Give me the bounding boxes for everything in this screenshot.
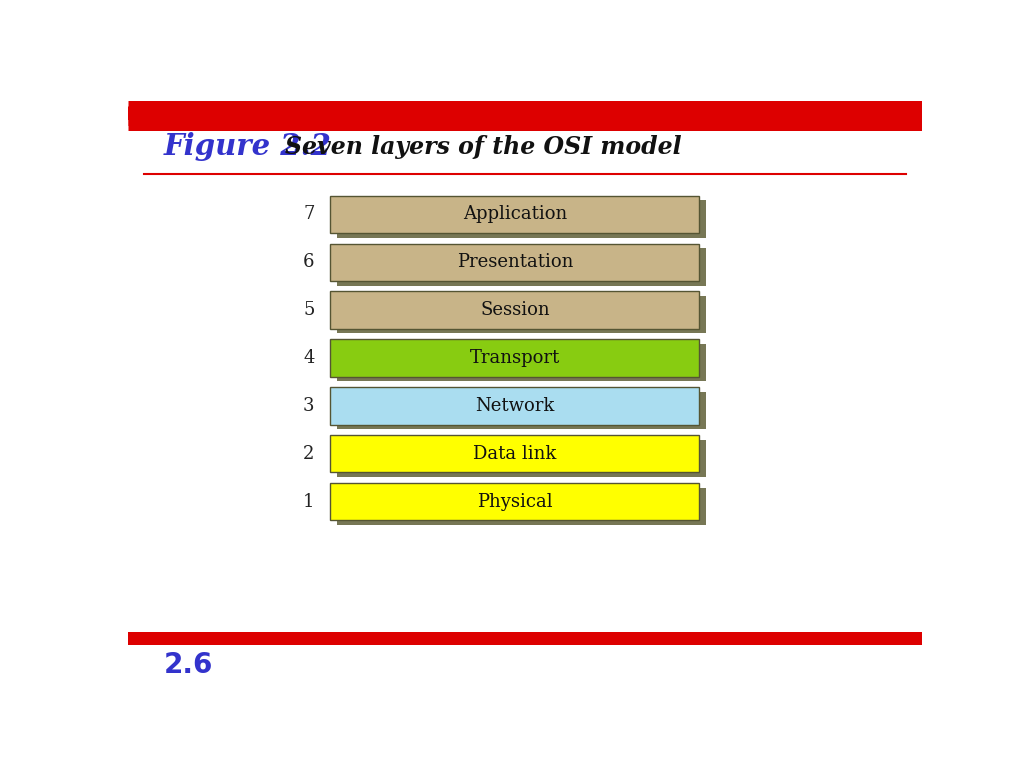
Text: Session: Session	[480, 301, 550, 319]
Bar	[337, 488, 706, 525]
Bar	[337, 248, 706, 286]
Text: 2: 2	[303, 445, 314, 463]
Text: Physical: Physical	[477, 493, 553, 511]
Bar	[128, 632, 922, 645]
Text: 4: 4	[303, 349, 314, 367]
Bar	[331, 483, 699, 520]
Bar	[331, 339, 699, 376]
Text: 2.6: 2.6	[164, 650, 213, 679]
Text: Application: Application	[463, 205, 567, 223]
Bar	[337, 200, 706, 237]
Text: Network: Network	[475, 397, 555, 415]
Text: 3: 3	[303, 397, 314, 415]
Text: Transport: Transport	[470, 349, 560, 367]
Bar	[337, 344, 706, 382]
Text: 6: 6	[303, 253, 314, 271]
Bar	[337, 440, 706, 477]
Bar	[331, 387, 699, 425]
Bar	[331, 196, 699, 233]
Bar	[331, 291, 699, 329]
Bar	[331, 243, 699, 281]
Text: Data link: Data link	[473, 445, 557, 463]
Bar	[331, 435, 699, 472]
Bar	[337, 296, 706, 333]
Text: 7: 7	[303, 205, 314, 223]
Text: Seven layers of the OSI model: Seven layers of the OSI model	[285, 134, 682, 158]
Text: 1: 1	[303, 493, 314, 511]
Text: Figure 2.2: Figure 2.2	[164, 132, 332, 161]
Bar	[128, 107, 922, 120]
Text: 5: 5	[303, 301, 314, 319]
Text: Presentation: Presentation	[457, 253, 573, 271]
Bar	[337, 392, 706, 429]
